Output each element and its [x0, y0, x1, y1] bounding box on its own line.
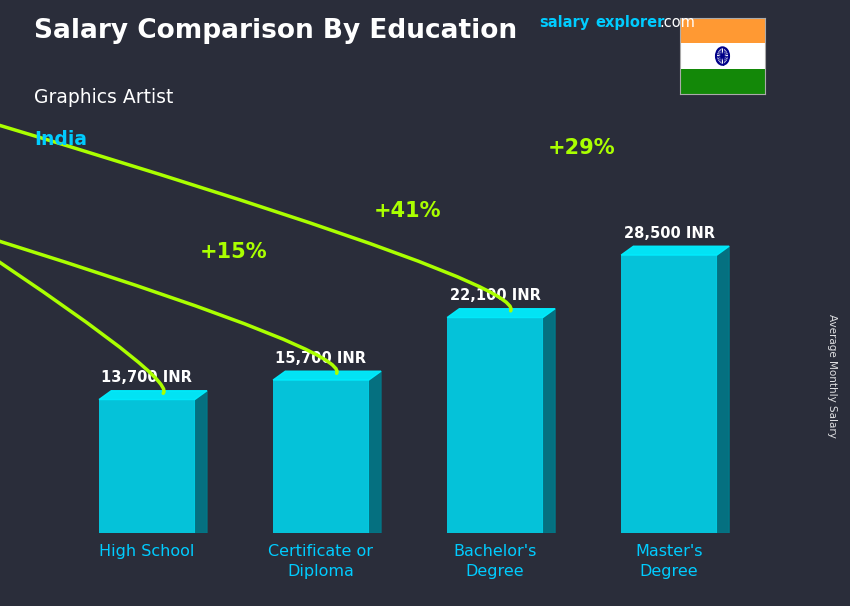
Polygon shape [621, 246, 729, 255]
Polygon shape [273, 371, 381, 380]
Text: 15,700 INR: 15,700 INR [275, 351, 366, 366]
Polygon shape [195, 391, 207, 533]
Text: 28,500 INR: 28,500 INR [624, 226, 715, 241]
Polygon shape [717, 246, 729, 533]
Bar [447, 318, 543, 533]
Bar [273, 380, 369, 533]
Text: India: India [34, 130, 87, 149]
Bar [680, 44, 765, 68]
Polygon shape [99, 391, 207, 399]
Polygon shape [369, 371, 381, 533]
Text: 13,700 INR: 13,700 INR [101, 370, 192, 385]
Bar [680, 68, 765, 94]
Text: 22,100 INR: 22,100 INR [450, 288, 541, 304]
Text: +15%: +15% [200, 242, 268, 262]
Text: Average Monthly Salary: Average Monthly Salary [827, 314, 837, 438]
Text: Graphics Artist: Graphics Artist [34, 88, 173, 107]
Circle shape [721, 55, 724, 58]
Bar [99, 399, 195, 533]
Bar [680, 18, 765, 44]
Bar [621, 255, 717, 533]
Text: +29%: +29% [548, 139, 616, 159]
Polygon shape [543, 308, 555, 533]
Text: salary: salary [540, 15, 590, 30]
Text: explorer: explorer [595, 15, 665, 30]
Polygon shape [447, 308, 555, 318]
Text: Salary Comparison By Education: Salary Comparison By Education [34, 18, 517, 44]
Text: .com: .com [660, 15, 695, 30]
Text: +41%: +41% [374, 201, 442, 221]
